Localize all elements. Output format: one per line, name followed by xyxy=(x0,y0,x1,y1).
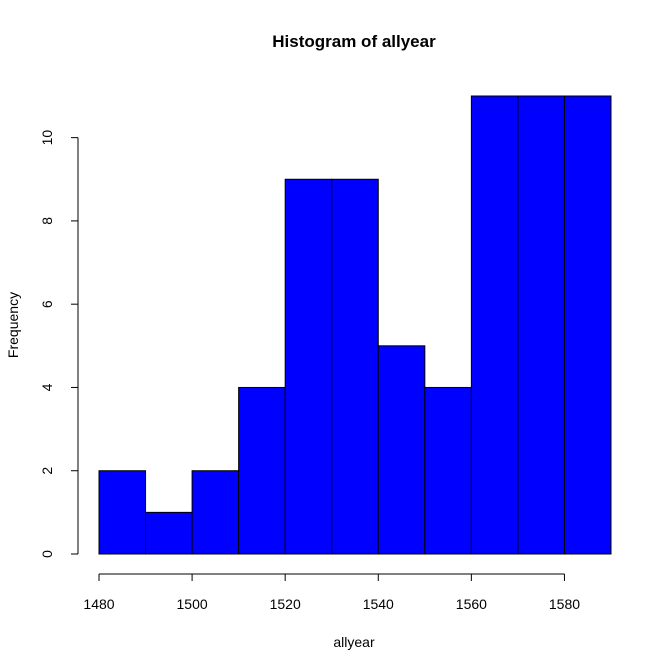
y-tick-label-3: 6 xyxy=(39,300,55,308)
histogram-bar-9 xyxy=(517,95,565,555)
x-axis-label: allyear xyxy=(333,634,375,650)
x-tick-label-1: 1500 xyxy=(177,596,208,612)
histogram-bar-5 xyxy=(331,178,379,555)
y-tick-label-4: 8 xyxy=(39,217,55,225)
histogram-bar-3 xyxy=(238,386,286,555)
histogram-bar-8 xyxy=(470,95,519,555)
y-tick-label-2: 4 xyxy=(39,383,55,391)
chart-title: Histogram of allyear xyxy=(272,32,436,51)
y-tick-label-1: 2 xyxy=(39,467,55,475)
x-axis: 1480 1500 1520 1540 1560 1580 xyxy=(83,573,580,612)
y-tick-label-5: 10 xyxy=(39,130,55,146)
histogram-bar-4 xyxy=(284,178,333,555)
histogram-bar-0 xyxy=(98,470,147,555)
y-tick-label-0: 0 xyxy=(39,550,55,558)
y-axis: 0 2 4 6 8 10 xyxy=(39,130,79,558)
histogram-bar-2 xyxy=(191,470,240,555)
x-tick-label-4: 1560 xyxy=(456,596,487,612)
y-axis-label: Frequency xyxy=(5,292,21,358)
x-tick-label-3: 1540 xyxy=(363,596,394,612)
histogram-bar-1 xyxy=(145,511,193,555)
histogram-bar-7 xyxy=(424,386,472,555)
x-tick-label-5: 1580 xyxy=(549,596,580,612)
histogram-bars xyxy=(98,95,612,555)
x-tick-label-2: 1520 xyxy=(270,596,301,612)
histogram-bar-6 xyxy=(377,345,426,555)
histogram-bar-10 xyxy=(563,95,612,555)
x-tick-label-0: 1480 xyxy=(83,596,114,612)
